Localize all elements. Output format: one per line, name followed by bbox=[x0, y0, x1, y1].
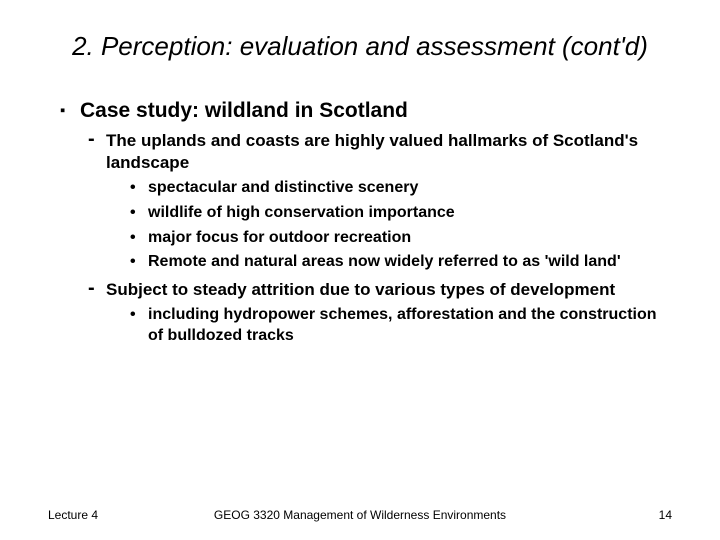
dot-bullet-icon: • bbox=[130, 203, 148, 224]
slide-content: ▪ Case study: wildland in Scotland - The… bbox=[0, 63, 720, 347]
slide: 2. Perception: evaluation and assessment… bbox=[0, 0, 720, 540]
point-uplands: The uplands and coasts are highly valued… bbox=[106, 130, 660, 174]
bullet-level3: • wildlife of high conservation importan… bbox=[130, 203, 660, 224]
square-bullet-icon: ▪ bbox=[60, 97, 80, 124]
sub-hydropower: including hydropower schemes, afforestat… bbox=[148, 305, 660, 347]
bullet-level1: ▪ Case study: wildland in Scotland bbox=[60, 97, 660, 124]
point-attrition: Subject to steady attrition due to vario… bbox=[106, 279, 660, 301]
footer-page-number: 14 bbox=[659, 508, 672, 522]
dot-bullet-icon: • bbox=[130, 305, 148, 326]
sub-scenery: spectacular and distinctive scenery bbox=[148, 178, 660, 199]
bullet-level3: • including hydropower schemes, afforest… bbox=[130, 305, 660, 347]
sub-recreation: major focus for outdoor recreation bbox=[148, 228, 660, 249]
bullet-level3: • major focus for outdoor recreation bbox=[130, 228, 660, 249]
footer-course: GEOG 3320 Management of Wilderness Envir… bbox=[0, 508, 720, 522]
bullet-level3: • spectacular and distinctive scenery bbox=[130, 178, 660, 199]
dash-bullet-icon: - bbox=[88, 279, 106, 297]
sub-wild-land: Remote and natural areas now widely refe… bbox=[148, 252, 660, 273]
dash-bullet-icon: - bbox=[88, 130, 106, 148]
bullet-level2: - The uplands and coasts are highly valu… bbox=[88, 130, 660, 174]
bullet-level2: - Subject to steady attrition due to var… bbox=[88, 279, 660, 301]
dot-bullet-icon: • bbox=[130, 228, 148, 249]
bullet-level3: • Remote and natural areas now widely re… bbox=[130, 252, 660, 273]
sub-wildlife: wildlife of high conservation importance bbox=[148, 203, 660, 224]
dot-bullet-icon: • bbox=[130, 178, 148, 199]
case-study-heading: Case study: wildland in Scotland bbox=[80, 97, 660, 124]
dot-bullet-icon: • bbox=[130, 252, 148, 273]
slide-title: 2. Perception: evaluation and assessment… bbox=[0, 0, 720, 63]
